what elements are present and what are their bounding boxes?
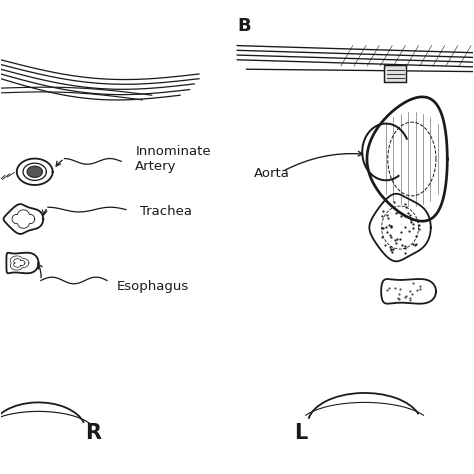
Text: L: L bbox=[294, 423, 308, 443]
Polygon shape bbox=[27, 166, 42, 177]
Polygon shape bbox=[367, 97, 447, 221]
Text: Aorta: Aorta bbox=[254, 167, 290, 180]
Polygon shape bbox=[3, 204, 43, 234]
Polygon shape bbox=[6, 253, 38, 273]
Polygon shape bbox=[381, 279, 436, 304]
Text: Trachea: Trachea bbox=[140, 204, 192, 218]
FancyBboxPatch shape bbox=[384, 65, 406, 82]
Polygon shape bbox=[369, 194, 431, 261]
Text: R: R bbox=[85, 423, 101, 443]
Text: Innominate
Artery: Innominate Artery bbox=[136, 145, 211, 173]
Text: B: B bbox=[237, 17, 251, 35]
Text: Esophagus: Esophagus bbox=[117, 280, 189, 293]
Polygon shape bbox=[17, 158, 53, 185]
